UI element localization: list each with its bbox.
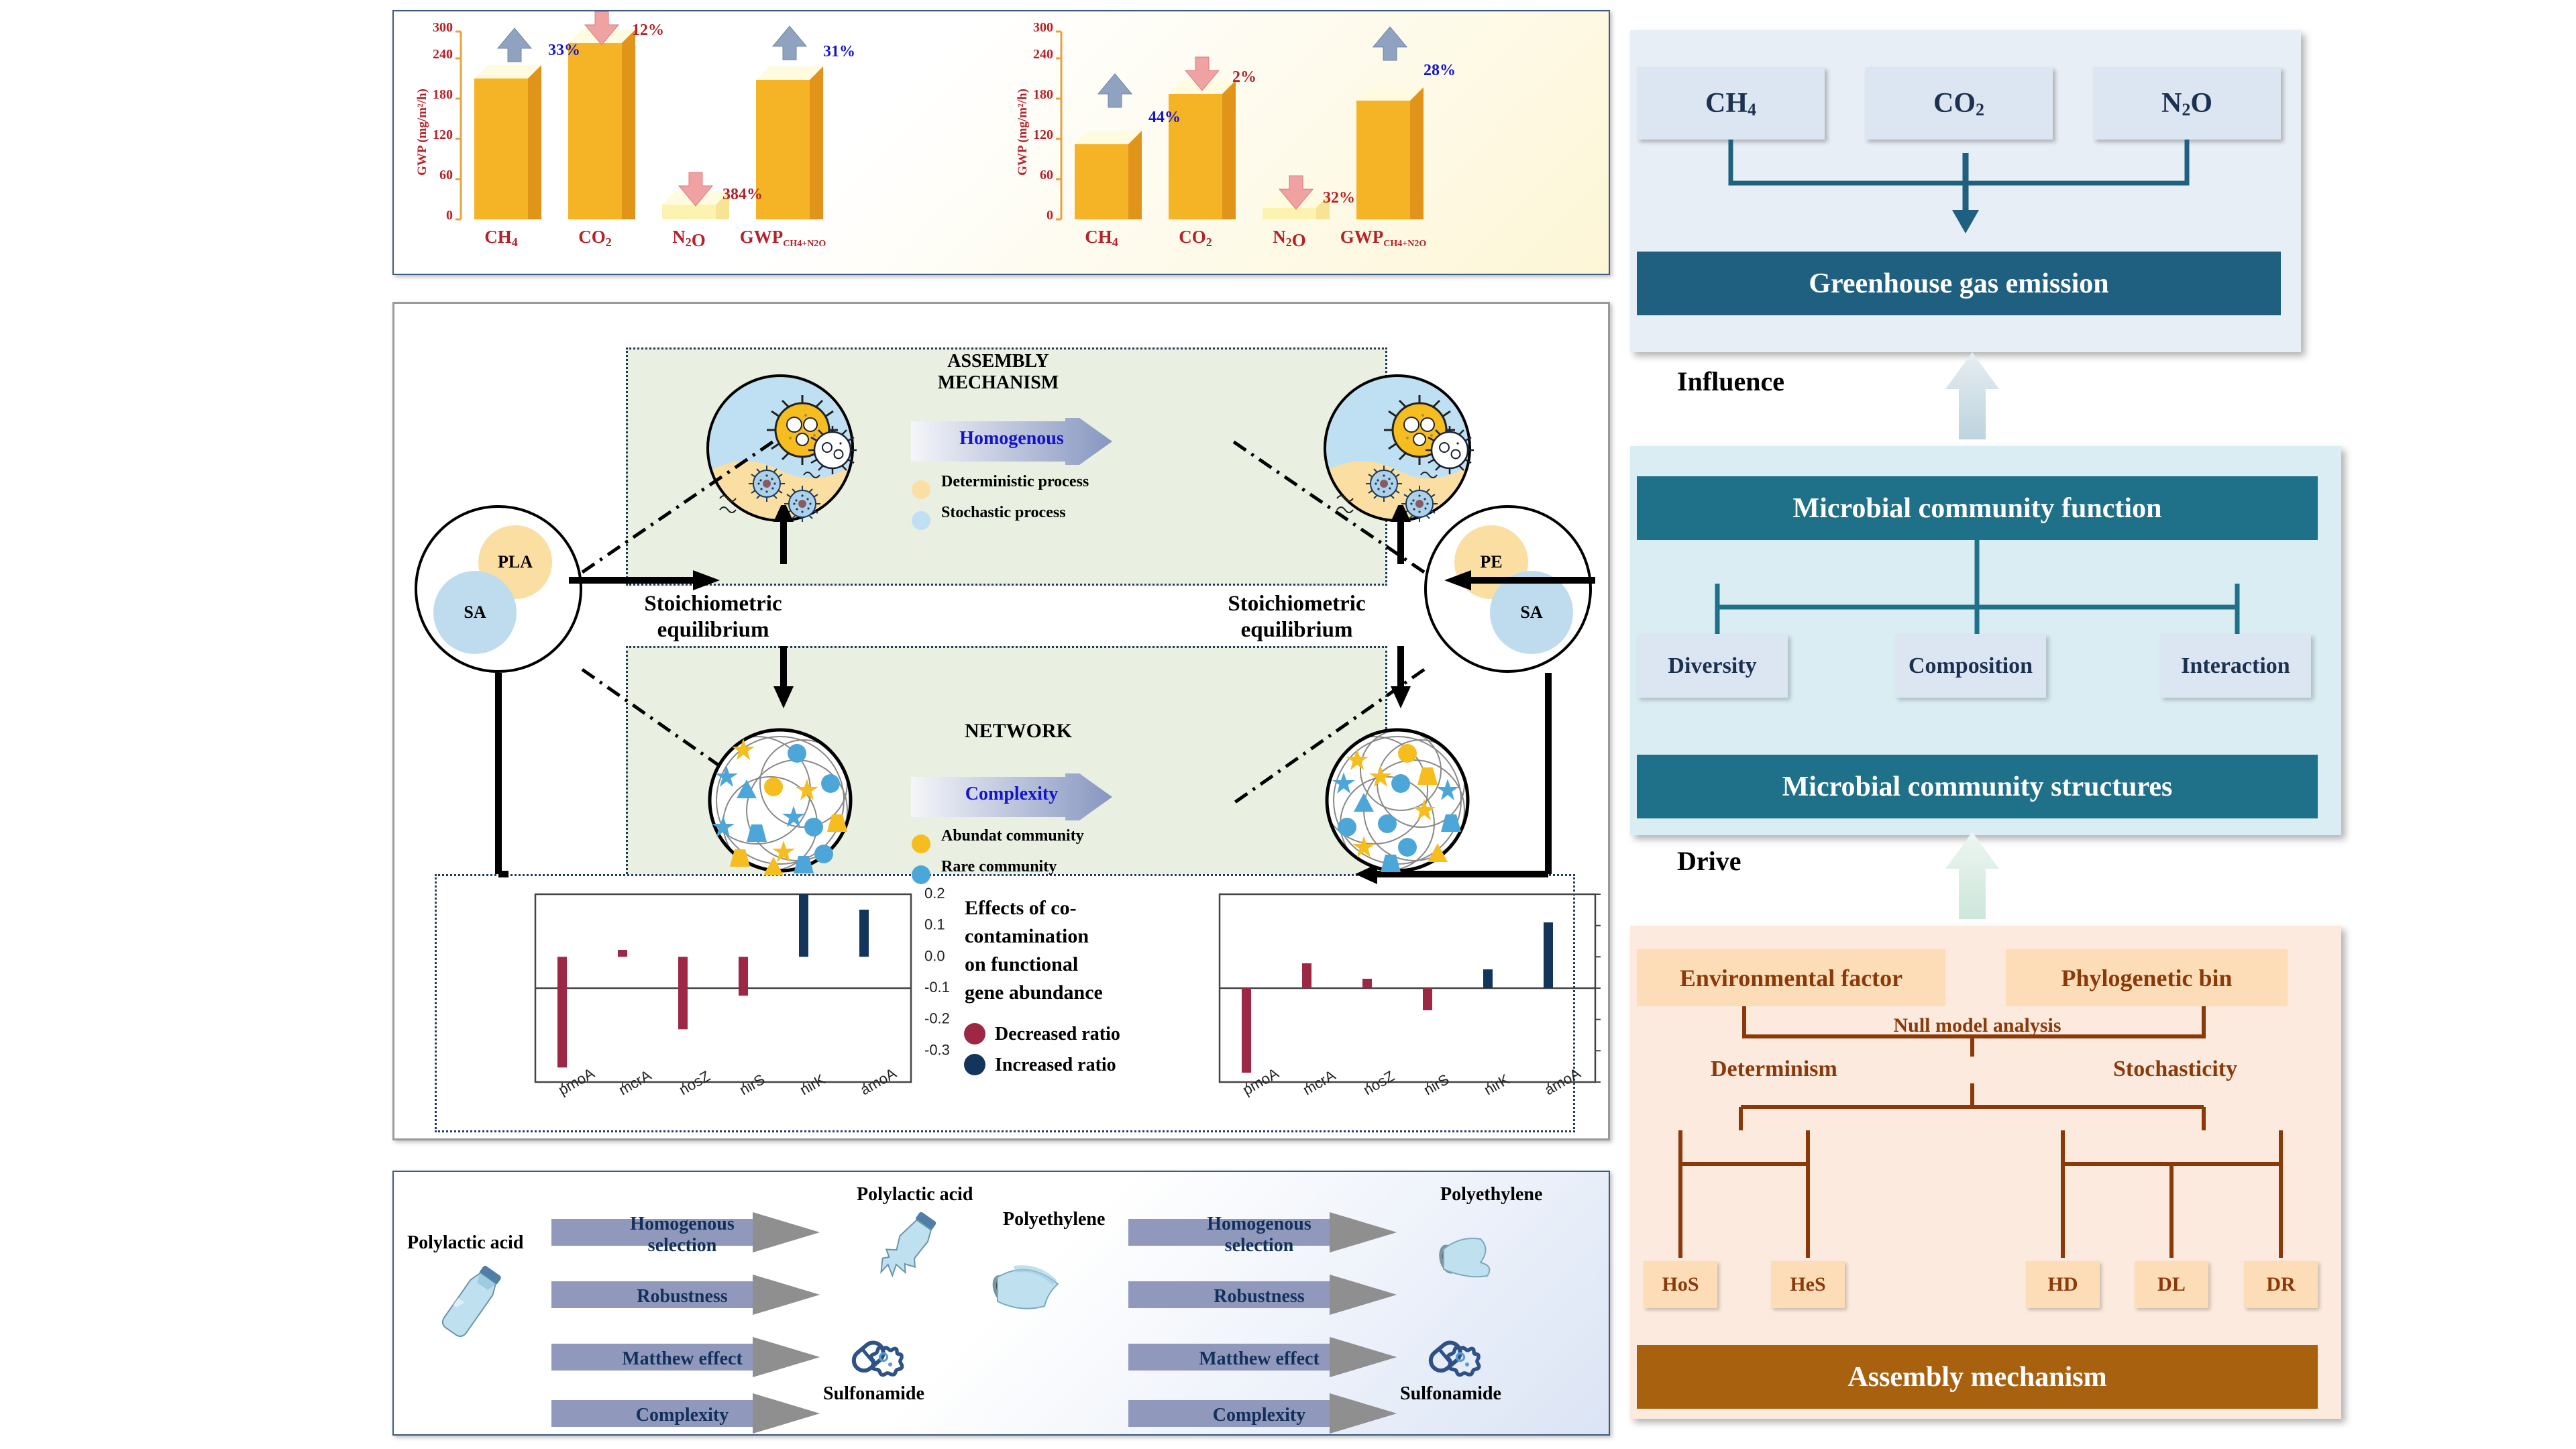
svg-text:nosZ: nosZ (676, 1067, 713, 1098)
svg-text:2%: 2% (1232, 68, 1256, 86)
svg-text:0: 0 (1046, 208, 1053, 223)
svg-text:Decreased ratio: Decreased ratio (995, 1024, 1120, 1044)
svg-text:contamination: contamination (965, 925, 1089, 947)
svg-text:GWP (mg/m²/h): GWP (mg/m²/h) (415, 89, 429, 176)
svg-text:44%: 44% (1148, 109, 1181, 126)
svg-text:mcrA: mcrA (1300, 1067, 1338, 1098)
svg-text:nosZ: nosZ (1360, 1067, 1397, 1098)
svg-text:amoA: amoA (857, 1065, 900, 1099)
svg-text:31%: 31% (823, 43, 855, 60)
svg-text:180: 180 (433, 87, 453, 102)
svg-text:33%: 33% (548, 42, 580, 59)
svg-text:180: 180 (1033, 87, 1053, 102)
svg-text:N2O: N2O (1273, 227, 1306, 250)
svg-text:CH4: CH4 (484, 227, 518, 249)
svg-text:CO2: CO2 (578, 227, 612, 249)
svg-text:0.1: 0.1 (924, 916, 945, 933)
svg-text:GWP (mg/m²/h): GWP (mg/m²/h) (1016, 89, 1030, 176)
svg-text:nirK: nirK (797, 1071, 828, 1098)
svg-text:12%: 12% (632, 21, 664, 39)
svg-text:120: 120 (433, 127, 453, 142)
svg-text:240: 240 (1033, 47, 1053, 62)
svg-text:384%: 384% (722, 186, 763, 203)
svg-text:60: 60 (1040, 168, 1053, 182)
svg-text:mcrA: mcrA (616, 1067, 654, 1098)
svg-text:CH4: CH4 (1085, 227, 1118, 249)
svg-text:on functional: on functional (965, 953, 1078, 975)
svg-text:nirS: nirS (1421, 1071, 1452, 1098)
svg-text:120: 120 (1033, 127, 1053, 142)
svg-text:-0.3: -0.3 (924, 1041, 950, 1058)
svg-text:28%: 28% (1424, 62, 1456, 79)
svg-text:60: 60 (439, 168, 453, 182)
svg-text:0.0: 0.0 (924, 947, 945, 964)
svg-text:amoA: amoA (1542, 1065, 1584, 1099)
svg-text:N2O: N2O (672, 227, 706, 250)
svg-text:-0.2: -0.2 (924, 1010, 950, 1027)
svg-text:300: 300 (433, 20, 453, 35)
svg-text:GWPCH4+N2O: GWPCH4+N2O (740, 227, 826, 249)
svg-text:0: 0 (446, 208, 453, 223)
svg-text:pmoA: pmoA (555, 1065, 598, 1099)
svg-text:240: 240 (433, 47, 453, 62)
svg-text:gene abundance: gene abundance (965, 981, 1103, 1004)
svg-text:GWPCH4+N2O: GWPCH4+N2O (1340, 227, 1427, 249)
svg-text:Increased ratio: Increased ratio (995, 1055, 1116, 1075)
svg-text:CO2: CO2 (1179, 227, 1212, 249)
svg-text:300: 300 (1033, 20, 1053, 35)
svg-text:Effects of co-: Effects of co- (965, 897, 1077, 919)
svg-text:-0.1: -0.1 (924, 979, 950, 996)
svg-text:nirK: nirK (1481, 1071, 1513, 1098)
svg-text:0.2: 0.2 (924, 888, 945, 902)
svg-text:32%: 32% (1323, 189, 1355, 207)
svg-text:nirS: nirS (737, 1071, 767, 1098)
